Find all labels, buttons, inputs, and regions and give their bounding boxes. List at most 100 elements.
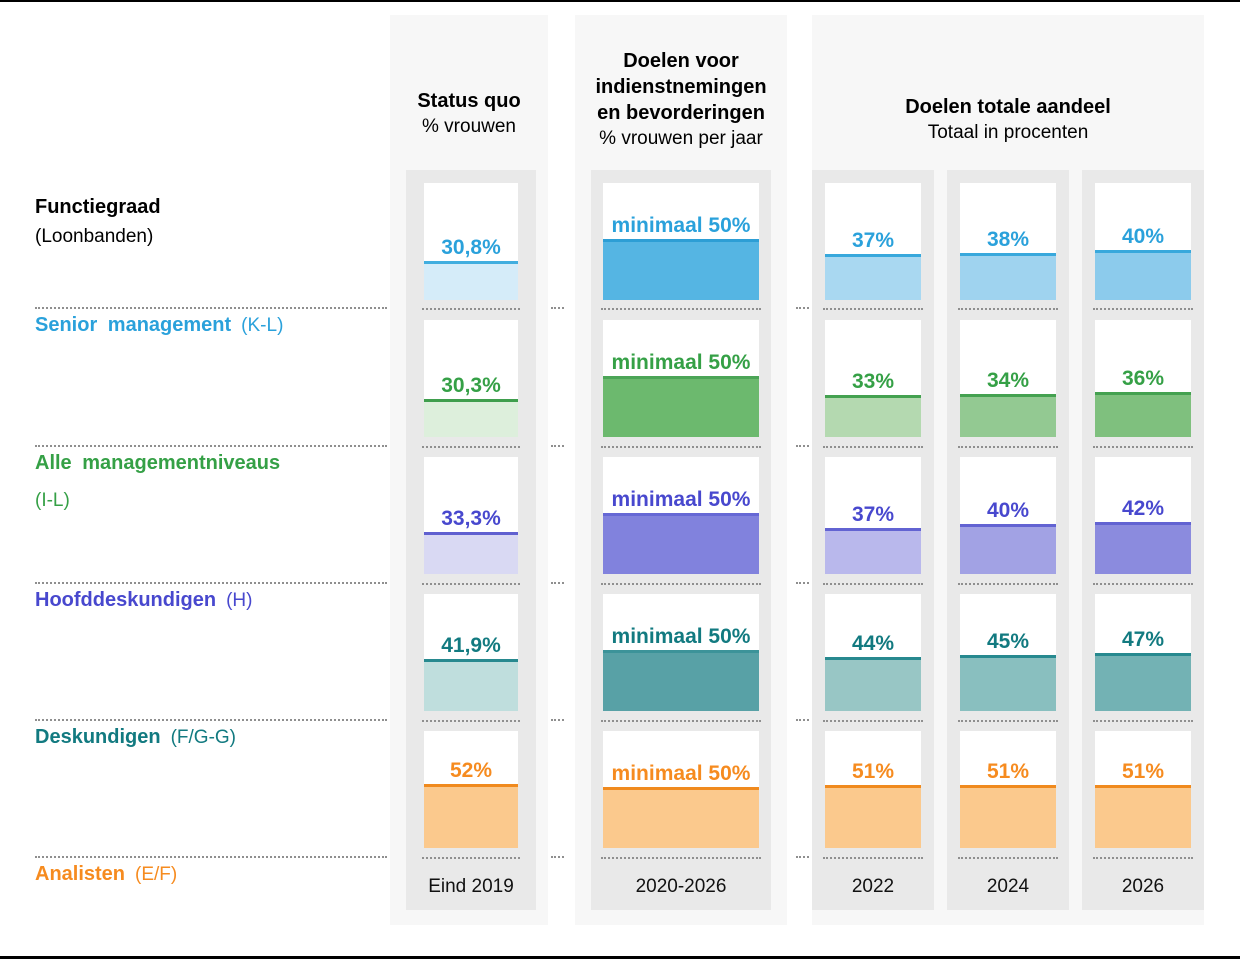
bar-2022-hoofddeskundigen: 37%: [825, 457, 921, 574]
targets-footer: 2020-2026: [635, 876, 727, 897]
bar-target-hoofddeskundigen: minimaal 50%: [603, 457, 759, 574]
row-separator-dots: [1093, 720, 1193, 722]
top-rule: [0, 0, 1240, 2]
bar-2024-analisten: 51%: [960, 731, 1056, 848]
row-separator-dots: [1093, 308, 1193, 310]
row-separator-dots: [35, 856, 387, 858]
grade-name: Hoofddeskundigen: [35, 589, 217, 611]
row-separator-dots: [796, 582, 809, 584]
row-label-alle-managementniveaus: Alle managementniveaus (I-L): [35, 451, 280, 513]
total-share-header: Doelen totale aandeel Totaal in procente…: [792, 94, 1224, 146]
row-separator-dots: [958, 583, 1058, 585]
row-label-deskundigen: Deskundigen (F/G-G): [35, 725, 236, 750]
bar-fill: [424, 398, 518, 437]
row-separator-dots: [601, 308, 761, 310]
functiegraad-title: Functiegraad: [35, 196, 161, 218]
bar-fill: [424, 658, 518, 711]
bar-value-label: 30,8%: [441, 235, 501, 259]
bar-value-label: 36%: [1121, 366, 1165, 390]
bar-value-label: 33,3%: [441, 507, 501, 531]
bar-value-label: 45%: [986, 630, 1030, 654]
bar-2026-senior-management: 40%: [1095, 183, 1191, 300]
bar-2026-alle-managementniveaus: 36%: [1095, 320, 1191, 437]
bar-fill: [960, 394, 1056, 437]
bar-fill: [1095, 521, 1191, 574]
year-2024-footer: 2024: [986, 876, 1030, 897]
bar-2024-hoofddeskundigen: 40%: [960, 457, 1056, 574]
row-separator-dots: [422, 857, 520, 859]
row-separator-dots: [1093, 857, 1193, 859]
bar-2022-senior-management: 37%: [825, 183, 921, 300]
bar-2022-analisten: 51%: [825, 731, 921, 848]
row-separator-dots: [1093, 446, 1193, 448]
row-separator-dots: [823, 583, 923, 585]
bar-fill: [825, 395, 921, 437]
bar-target-senior-management: minimaal 50%: [603, 183, 759, 300]
bar-value-label: 42%: [1121, 496, 1165, 520]
bar-status-quo-hoofddeskundigen: 33,3%: [424, 457, 518, 574]
bar-value-label: 47%: [1121, 628, 1165, 652]
targets-title-line-3: en bevorderingen: [597, 102, 765, 124]
panel-status-quo: Status quo % vrouwen Eind 2019 30,8% 30,3…: [390, 15, 548, 925]
grade-band: (H): [226, 590, 253, 611]
bar-value-label: 51%: [986, 760, 1030, 784]
bar-status-quo-deskundigen: 41,9%: [424, 594, 518, 711]
bar-value-label: 51%: [851, 760, 895, 784]
bar-fill: [960, 524, 1056, 574]
bar-value-label: minimaal 50%: [611, 624, 751, 648]
targets-title-line-1: Doelen voor: [623, 50, 739, 72]
status-quo-header: Status quo % vrouwen: [370, 88, 568, 140]
bar-fill: [960, 252, 1056, 300]
row-separator-dots: [958, 857, 1058, 859]
row-separator-dots: [601, 720, 761, 722]
year-2026-footer: 2026: [1121, 876, 1165, 897]
bar-2026-deskundigen: 47%: [1095, 594, 1191, 711]
strip-targets: 2020-2026 minimaal 50% minimaal 50% minima…: [591, 170, 771, 910]
panel-total-share-targets: Doelen totale aandeel Totaal in procente…: [812, 15, 1204, 925]
bar-fill: [1095, 785, 1191, 848]
row-separator-dots: [35, 582, 387, 584]
bar-value-label: 44%: [851, 631, 895, 655]
row-separator-dots: [551, 719, 564, 721]
bar-value-label: 51%: [1121, 760, 1165, 784]
row-separator-dots: [422, 446, 520, 448]
bar-fill: [1095, 653, 1191, 711]
bar-fill: [825, 656, 921, 711]
targets-header: Doelen voor indienstnemingen en bevorder…: [555, 48, 807, 152]
bar-2026-hoofddeskundigen: 42%: [1095, 457, 1191, 574]
year-2022-footer: 2022: [851, 876, 895, 897]
row-separator-dots: [35, 445, 387, 447]
grade-band: (E/F): [135, 864, 178, 885]
bar-target-analisten: minimaal 50%: [603, 731, 759, 848]
row-separator-dots: [796, 856, 809, 858]
grade-name: Senior management: [35, 314, 232, 336]
bar-fill: [603, 512, 759, 574]
bar-2024-deskundigen: 45%: [960, 594, 1056, 711]
grade-band: (I-L): [35, 490, 70, 511]
row-separator-dots: [958, 720, 1058, 722]
row-separator-dots: [551, 856, 564, 858]
bar-fill: [603, 238, 759, 300]
bar-fill: [424, 260, 518, 300]
bar-status-quo-alle-managementniveaus: 30,3%: [424, 320, 518, 437]
row-separator-dots: [35, 719, 387, 721]
strip-year-2024: 2024 38% 34% 40% 45% 51%: [947, 170, 1069, 910]
status-quo-footer: Eind 2019: [428, 876, 514, 897]
bar-2022-alle-managementniveaus: 33%: [825, 320, 921, 437]
bar-value-label: minimaal 50%: [611, 761, 751, 785]
bar-value-label: 52%: [449, 759, 493, 783]
row-label-senior-management: Senior management (K-L): [35, 313, 283, 338]
bar-fill: [825, 785, 921, 848]
bar-value-label: 40%: [986, 499, 1030, 523]
bar-fill: [603, 786, 759, 848]
row-separator-dots: [35, 307, 387, 309]
grade-name: Analisten: [35, 863, 126, 885]
bar-value-label: 40%: [1121, 225, 1165, 249]
bar-value-label: 33%: [851, 370, 895, 394]
row-separator-dots: [823, 720, 923, 722]
row-separator-dots: [422, 308, 520, 310]
strip-status-quo: Eind 2019 30,8% 30,3% 33,3% 41,9% 52%: [406, 170, 536, 910]
targets-subtitle: % vrouwen per jaar: [599, 128, 763, 149]
bar-fill: [825, 253, 921, 300]
